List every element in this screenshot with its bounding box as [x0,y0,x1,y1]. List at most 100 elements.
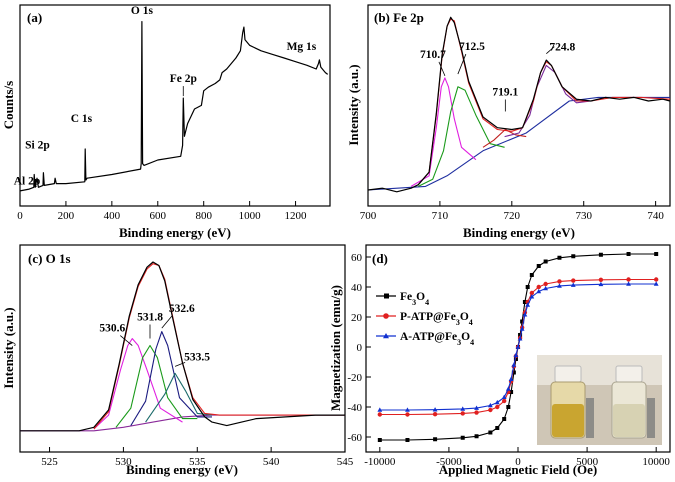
panel-3-marker-1-3 [460,411,465,416]
panel-3-marker-0-13 [518,333,523,337]
panel-3-marker-2-8 [505,386,511,391]
panel-3-marker-1-23 [626,277,631,282]
panel-a-ylabel: Counts/s [1,81,16,129]
panel-1-xtick-label-1: 710 [432,210,449,222]
panel-0-xtick-label-1: 200 [58,210,75,222]
panel-0-peak-label-5: Mg 1s [287,41,317,53]
panel-0-peak-label-0: O 1s [131,5,154,17]
panel-3-marker-2-23 [626,281,631,286]
panel-d-label: (d) [372,251,388,266]
panel-3-marker-0-10 [511,370,516,375]
panel-b-ylabel: Intensity (a.u.) [346,64,361,145]
panel-a-xlabel: Binding energy (eV) [119,225,231,240]
panel-3-marker-2-15 [522,312,528,317]
panel-0-xtick-label-2: 400 [104,210,121,222]
panel-0-xtick-label-4: 800 [195,210,212,222]
panel-3-marker-1-5 [488,407,493,413]
panel-3-ytick-label-3: 0 [357,342,363,354]
panel-3-marker-0-8 [506,405,511,409]
panel-3-xtick-label-2: 0 [515,456,521,468]
panel-3-marker-2-3 [460,406,466,411]
panel-3-marker-2-22 [598,281,604,287]
panel-0-xtick-label-0: 0 [17,210,23,222]
panel-3-marker-2-13 [517,336,523,341]
panel-3-marker-2-11 [513,352,519,358]
panel-0-peak-label-3: Si 2p [25,140,50,152]
panel-d-ylabel: Magnetization (emu/g) [328,285,343,411]
panel-3-marker-1-19 [543,281,548,287]
panel-3-xtick-label-3: 5000 [576,456,599,468]
panel-1-peak-label-1: 712.5 [459,41,485,53]
panel-3-marker-0-4 [474,434,479,439]
panel-3-marker-0-2 [433,437,438,442]
panel-3-marker-0-21 [571,254,576,259]
panel-2-series-531-8 [115,344,198,428]
vial-right [611,365,655,439]
legend-label-1: P-ATP@Fe3O4 [400,311,473,327]
vial-left [550,365,594,439]
panel-3-marker-0-15 [522,300,527,304]
panel-2-peak-label-2: 532.6 [169,303,195,315]
panel-2-peak-label-1: 531.8 [137,312,163,324]
panel-3-marker-1-0 [377,412,383,417]
panel-3-marker-0-23 [626,252,631,256]
panel-1-leader-0 [438,61,446,77]
panel-3-marker-0-19 [543,259,548,264]
panel-3-marker-2-5 [487,402,493,408]
panel-3-marker-0-20 [557,255,562,260]
panel-3-marker-2-19 [543,285,549,291]
panel-0-xtick-label-6: 1200 [285,210,308,222]
panel-0-series-survey [19,21,329,192]
panel-3-marker-2-16 [525,302,531,307]
panel-3-ytick-label-5: 40 [351,282,363,294]
panel-3-marker-1-4 [474,410,479,415]
panel-1-leader-1 [457,53,467,75]
legend-label-2: A-ATP@Fe3O4 [400,331,474,347]
panel-3-marker-2-1 [405,407,410,412]
panel-1-xtick-label-0: 700 [360,210,377,222]
panel-b-xlabel: Binding energy (eV) [463,225,575,240]
panel-3-marker-0-17 [529,273,534,277]
panel-2-peak-label-3: 533.5 [184,351,210,363]
panel-3-marker-1-18 [536,284,541,290]
panel-0-xtick-label-5: 1000 [239,210,262,222]
panel-3-marker-2-12 [515,344,521,349]
panel-3-marker-0-16 [525,285,530,289]
panel-3-marker-0-6 [495,426,500,430]
panel-3-marker-1-24 [653,277,659,282]
panel-3-marker-1-17 [529,290,535,296]
panel-3-marker-2-21 [570,282,576,287]
panel-3-marker-0-22 [598,252,603,257]
panel-1-xtick-label-4: 740 [647,210,664,222]
panel-1-series-background [367,96,670,191]
panel-3-ytick-label-6: 60 [351,252,363,264]
panel-3-marker-2-9 [508,376,514,382]
panel-3-xtick-label-4: 10000 [642,456,670,468]
panel-3-marker-2-0 [377,407,383,412]
panel-2-series-530-6 [93,338,183,430]
panel-3-marker-1-21 [571,278,576,283]
panel-3-marker-0-5 [488,430,493,435]
panel-2-leader-3 [174,362,186,367]
panel-2-leader-0 [120,335,133,346]
panel-0-peak-label-4: Al 2p [14,176,41,188]
panel-3-marker-0-11 [513,357,518,361]
legend-marker-0 [384,293,389,299]
panel-3-marker-1-22 [598,277,604,282]
legend-marker-2 [383,333,389,339]
panel-1-peak-label-2: 719.1 [492,86,518,98]
vial-photo-inset [537,355,662,445]
panel-3-marker-0-24 [654,252,659,256]
panel-1-series-experimental [367,16,671,193]
panel-1-series-710-7 [410,77,477,187]
panel-1-xtick-label-2: 720 [504,210,521,222]
panel-2-series-experimental [20,261,345,432]
legend-marker-1 [383,313,389,319]
panel-c-xlabel: Binding energy (eV) [126,462,238,477]
panel-3-xtick-label-1: -5000 [436,456,462,468]
panel-1-series-fit [417,18,671,186]
panel-b-label: (b) Fe 2p [374,10,424,25]
panel-2-series-533-5 [145,372,213,423]
panel-3-marker-0-7 [502,417,507,421]
panel-c-label: (c) O 1s [28,251,71,266]
